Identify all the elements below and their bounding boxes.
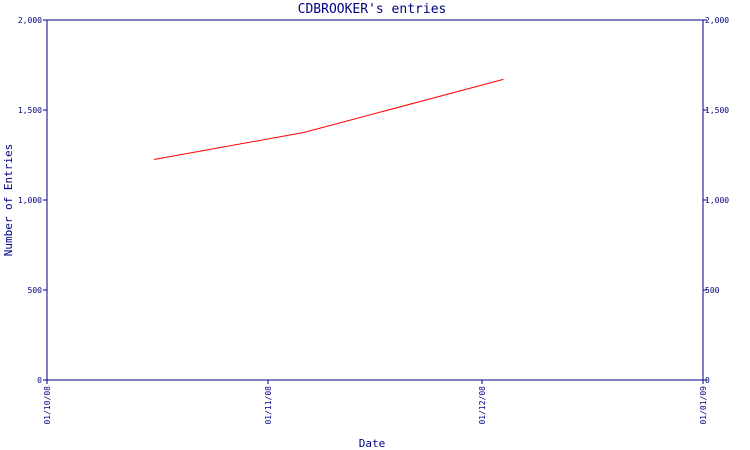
chart-title: CDBROOKER's entries xyxy=(298,2,447,17)
x-axis-ticks: 01/10/08 01/11/08 01/12/08 01/01/09 xyxy=(43,380,708,425)
y-tick-label-left: 1,500 xyxy=(18,106,42,115)
y-tick-label-left: 0 xyxy=(37,376,42,385)
x-tick-label: 01/10/08 xyxy=(43,386,52,425)
x-tick-label: 01/12/08 xyxy=(478,386,487,425)
y-tick-label-right: 1,500 xyxy=(705,106,729,115)
y-tick-label-right: 2,000 xyxy=(705,16,729,25)
y-axis-left-ticks: 0 500 1,000 1,500 2,000 xyxy=(18,16,47,385)
y-tick-label-left: 1,000 xyxy=(18,196,42,205)
y-tick-label-right: 500 xyxy=(705,286,720,295)
series-line xyxy=(153,78,504,160)
y-tick-label-left: 2,000 xyxy=(18,16,42,25)
y-axis-right-ticks: 0 500 1,000 1,500 2,000 xyxy=(703,16,729,385)
series-group xyxy=(153,78,504,160)
y-tick-label-left: 500 xyxy=(28,286,43,295)
y-axis-label: Number of Entries xyxy=(2,144,15,257)
x-tick-label: 01/11/08 xyxy=(264,386,273,425)
plot-area xyxy=(46,19,704,381)
y-tick-label-right: 0 xyxy=(705,376,710,385)
x-tick-label: 01/01/09 xyxy=(699,386,708,425)
x-axis-label: Date xyxy=(359,437,386,450)
y-tick-label-right: 1,000 xyxy=(705,196,729,205)
